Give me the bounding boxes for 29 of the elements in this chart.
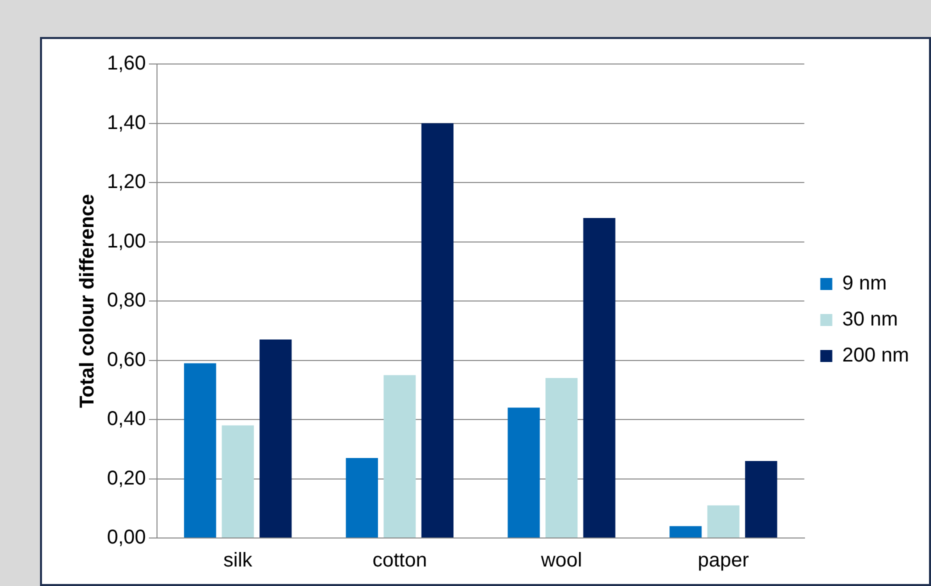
y-tick-label: 0,80 bbox=[106, 290, 146, 312]
y-tick-label: 0,60 bbox=[106, 348, 146, 371]
bar bbox=[545, 378, 578, 538]
bar bbox=[184, 363, 216, 538]
legend-label: 200 nm bbox=[842, 344, 910, 367]
y-tick-label: 0,20 bbox=[106, 467, 146, 490]
legend-label: 9 nm bbox=[842, 272, 887, 295]
x-tick-label: wool bbox=[540, 550, 582, 572]
y-tick-label: 1,00 bbox=[106, 230, 146, 252]
y-axis-title: Total colour difference bbox=[76, 194, 99, 408]
y-tick-label: 0,40 bbox=[106, 408, 146, 430]
bar bbox=[583, 218, 616, 538]
bar bbox=[222, 425, 254, 538]
bar bbox=[707, 505, 740, 538]
x-tick-label: paper bbox=[698, 550, 750, 572]
y-tick-label: 1,40 bbox=[106, 112, 146, 134]
bar bbox=[260, 340, 292, 538]
legend-label: 30 nm bbox=[842, 308, 898, 331]
y-tick-label: 1,20 bbox=[106, 171, 146, 194]
x-tick-label: silk bbox=[223, 550, 254, 572]
bar bbox=[421, 123, 454, 538]
bar bbox=[508, 408, 540, 538]
bar bbox=[745, 460, 778, 538]
y-tick-label: 0,00 bbox=[106, 526, 146, 549]
y-tick-label: 1,60 bbox=[106, 52, 146, 75]
bar bbox=[670, 526, 702, 538]
x-tick-label: cotton bbox=[372, 550, 427, 572]
bar bbox=[384, 375, 416, 538]
bar bbox=[346, 458, 378, 538]
